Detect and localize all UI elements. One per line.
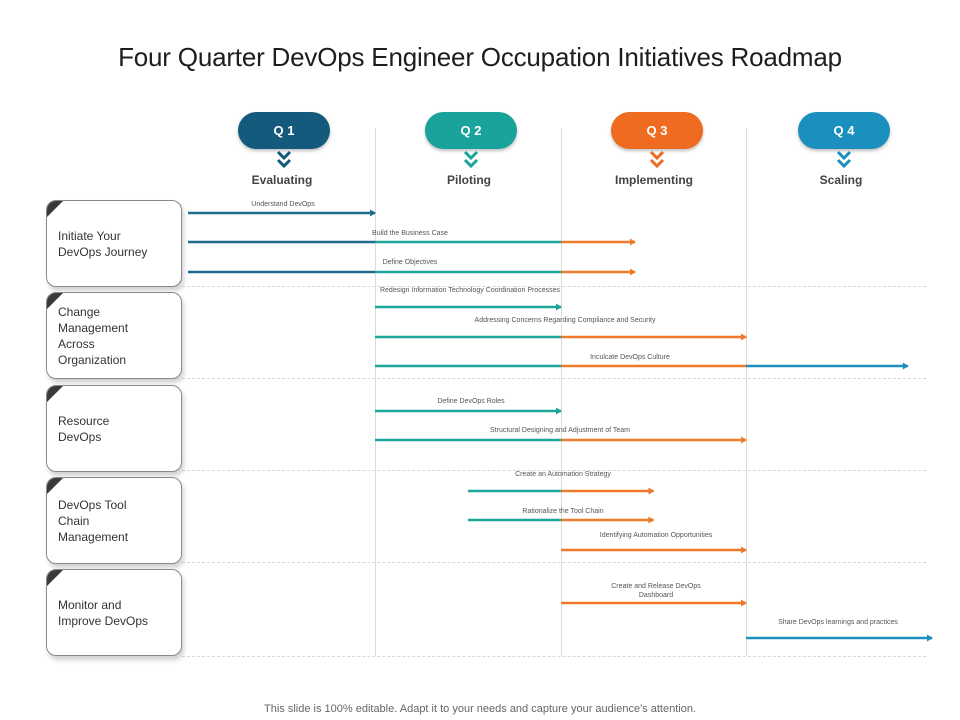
phase-label-implementing: Implementing xyxy=(614,173,693,187)
arrow-head-icon xyxy=(630,238,636,246)
task-label: Build the Business Case xyxy=(372,230,448,237)
task-bar xyxy=(746,634,933,642)
task-bar xyxy=(375,407,562,415)
quarter-pill-q4: Q 4 xyxy=(798,112,890,149)
quarter-pill-q1: Q 1 xyxy=(238,112,330,149)
category-card: Initiate Your DevOps Journey xyxy=(46,200,182,287)
task-bar xyxy=(375,362,909,370)
category-label: Monitor and Improve DevOps xyxy=(58,597,149,628)
task-bar xyxy=(188,268,636,276)
card-corner-mark xyxy=(47,478,63,494)
card-corner-mark xyxy=(47,201,63,217)
arrow-head-icon xyxy=(648,487,655,495)
quarter-divider xyxy=(746,128,747,656)
task-label: Create an Automation Strategy xyxy=(515,471,611,478)
category-card: Change Management Across Organization xyxy=(46,292,182,379)
task-label: Structural Designing and Adjustment of T… xyxy=(490,427,630,434)
task-label: Share DevOps learnings and practices xyxy=(778,619,898,626)
double-chevron-down-icon xyxy=(276,150,292,169)
task-label: Addressing Concerns Regarding Compliance… xyxy=(474,317,656,324)
arrow-head-icon xyxy=(741,436,747,444)
arrow-head-icon xyxy=(741,333,747,341)
arrow-head-icon xyxy=(630,268,636,276)
category-label: Resource DevOps xyxy=(58,413,110,444)
quarter-divider xyxy=(375,128,376,656)
card-corner-mark xyxy=(47,386,63,402)
task-bar xyxy=(188,209,376,217)
task-label: Define DevOps Roles xyxy=(437,398,505,405)
phase-label-evaluating: Evaluating xyxy=(251,173,313,187)
phase-label-scaling: Scaling xyxy=(819,173,863,187)
arrow-head-icon xyxy=(902,362,909,370)
footer-note: This slide is 100% editable. Adapt it to… xyxy=(264,703,696,715)
arrow-head-icon xyxy=(741,546,747,554)
task-bar xyxy=(375,303,562,311)
card-corner-mark xyxy=(47,570,63,586)
quarter-pill-q3: Q 3 xyxy=(611,112,703,149)
task-label: Understand DevOps xyxy=(251,201,315,208)
arrow-head-icon xyxy=(927,634,933,642)
arrow-head-icon xyxy=(370,209,376,217)
card-corner-mark xyxy=(47,293,63,309)
double-chevron-down-icon xyxy=(463,150,479,169)
task-bar xyxy=(561,546,747,554)
row-divider xyxy=(182,286,926,287)
category-card: DevOps Tool Chain Management xyxy=(46,477,182,564)
task-bar xyxy=(468,516,655,524)
row-divider xyxy=(182,378,926,379)
category-label: Change Management Across Organization xyxy=(58,304,129,367)
task-label: Create and Release DevOps Dashboard xyxy=(611,583,701,599)
task-bar xyxy=(188,238,636,246)
task-label: Define Objectives xyxy=(382,259,438,266)
task-bar xyxy=(468,487,655,495)
category-card: Resource DevOps xyxy=(46,385,182,472)
page-title: Four Quarter DevOps Engineer Occupation … xyxy=(118,42,842,72)
task-label: Identifying Automation Opportunities xyxy=(599,532,713,539)
arrow-head-icon xyxy=(648,516,655,524)
task-bar xyxy=(561,599,747,607)
task-bar xyxy=(375,436,747,444)
task-label: Inculcate DevOps Culture xyxy=(590,354,670,361)
task-label: Redesign Information Technology Coordina… xyxy=(379,287,561,294)
arrow-head-icon xyxy=(556,303,562,311)
row-divider xyxy=(182,470,926,471)
double-chevron-down-icon xyxy=(836,150,852,169)
category-card: Monitor and Improve DevOps xyxy=(46,569,182,656)
row-divider xyxy=(182,656,926,657)
arrow-head-icon xyxy=(741,599,747,607)
quarter-pill-q2: Q 2 xyxy=(425,112,517,149)
phase-label-piloting: Piloting xyxy=(447,173,491,187)
arrow-head-icon xyxy=(556,407,562,415)
category-label: Initiate Your DevOps Journey xyxy=(58,228,148,259)
double-chevron-down-icon xyxy=(649,150,665,169)
task-bar xyxy=(375,333,747,341)
task-label: Rationalize the Tool Chain xyxy=(522,508,604,515)
category-label: DevOps Tool Chain Management xyxy=(58,497,129,544)
row-divider xyxy=(182,562,926,563)
quarter-divider xyxy=(561,128,562,656)
